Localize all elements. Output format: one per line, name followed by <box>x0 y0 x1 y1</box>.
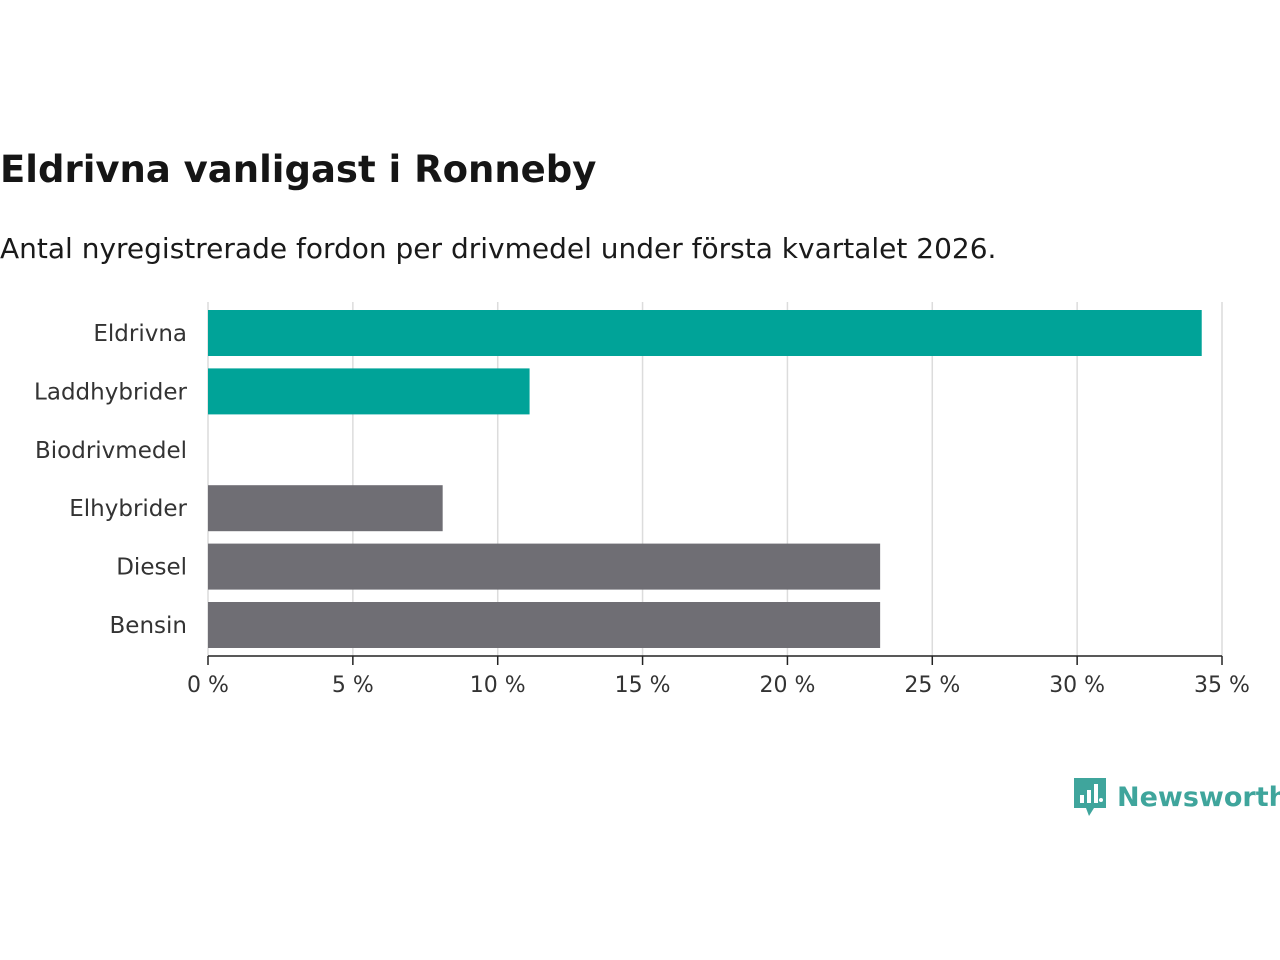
bar-chart: Eldrivna Laddhybrider Biodrivmedel Elhybrid… <box>34 302 1250 698</box>
x-tick-label: 20 % <box>759 673 815 698</box>
bar <box>208 543 881 590</box>
bar <box>208 485 443 532</box>
chart-subtitle: Antal nyregistrerade fordon per drivmede… <box>0 232 997 265</box>
x-tick-label: 25 % <box>904 673 960 698</box>
newsworthy-logo-icon <box>1074 778 1106 816</box>
x-tick-label: 35 % <box>1194 673 1250 698</box>
chart-title: Eldrivna vanligast i Ronneby <box>0 148 597 191</box>
x-tick-label: 0 % <box>187 673 229 698</box>
category-label: Elhybrider <box>69 496 187 522</box>
newsworthy-logo: Newsworthy <box>1072 776 1280 818</box>
brand-name: Newsworthy <box>1117 781 1280 813</box>
bar <box>208 602 881 648</box>
bar <box>208 310 1202 356</box>
category-label: Eldrivna <box>93 321 187 347</box>
bar <box>208 368 530 415</box>
category-label: Bensin <box>110 613 187 639</box>
x-tick-label: 10 % <box>470 673 526 698</box>
x-tick-label: 30 % <box>1049 673 1105 698</box>
x-tick-label: 5 % <box>332 673 374 698</box>
category-label: Diesel <box>116 555 187 581</box>
category-label: Laddhybrider <box>34 379 187 405</box>
x-tick-label: 15 % <box>615 673 671 698</box>
category-label: Biodrivmedel <box>35 438 187 464</box>
